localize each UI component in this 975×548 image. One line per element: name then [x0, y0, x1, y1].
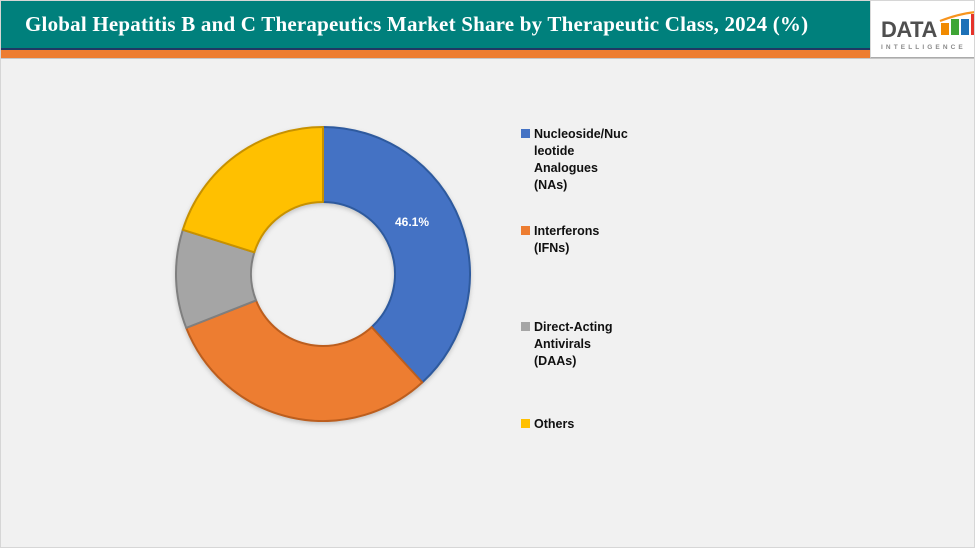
- logo-bar-green: [950, 19, 959, 35]
- legend-item-ifns: Interferons (IFNs): [521, 223, 646, 257]
- logo-bar-blue: [960, 19, 969, 35]
- legend-item-daas: Direct-Acting Antivirals (DAAs): [521, 319, 646, 370]
- donut-chart: [173, 124, 473, 424]
- header-underline: [1, 48, 974, 50]
- logo-growth-arrow-icon: [939, 11, 974, 23]
- donut-slice-1: [185, 299, 424, 422]
- legend-swatch-nas: [521, 129, 530, 138]
- legend-item-nas: Nucleoside/Nuc leotide Analogues (NAs): [521, 126, 646, 194]
- legend-swatch-others: [521, 419, 530, 428]
- logo-subtext: INTELLIGENCE: [881, 44, 966, 51]
- legend-label-others: Others: [534, 417, 575, 431]
- logo-wordmark: DATA: [881, 17, 937, 42]
- header-accent-stripe: [1, 50, 974, 58]
- logo-bar-orange: [940, 23, 949, 35]
- legend-swatch-daas: [521, 322, 530, 331]
- donut-slice-3: [181, 126, 324, 254]
- legend-label-daas: Direct-Acting Antivirals (DAAs): [534, 320, 613, 368]
- chart-title: Global Hepatitis B and C Therapeutics Ma…: [25, 12, 809, 36]
- header-bar: Global Hepatitis B and C Therapeutics Ma…: [1, 1, 974, 48]
- legend-label-ifns: Interferons (IFNs): [534, 224, 600, 255]
- logo-bar-red: [970, 14, 974, 35]
- brand-logo: DATA INTELLIGENCE: [870, 1, 974, 58]
- slice-data-label-nas: 46.1%: [394, 215, 430, 229]
- legend-label-nas: Nucleoside/Nuc leotide Analogues (NAs): [534, 127, 628, 192]
- legend-item-others: Others: [521, 416, 646, 433]
- logo-bars-chart-icon: [939, 10, 974, 42]
- legend-swatch-ifns: [521, 226, 530, 235]
- donut-slice-0: [322, 126, 471, 384]
- header-hairline: [1, 58, 974, 59]
